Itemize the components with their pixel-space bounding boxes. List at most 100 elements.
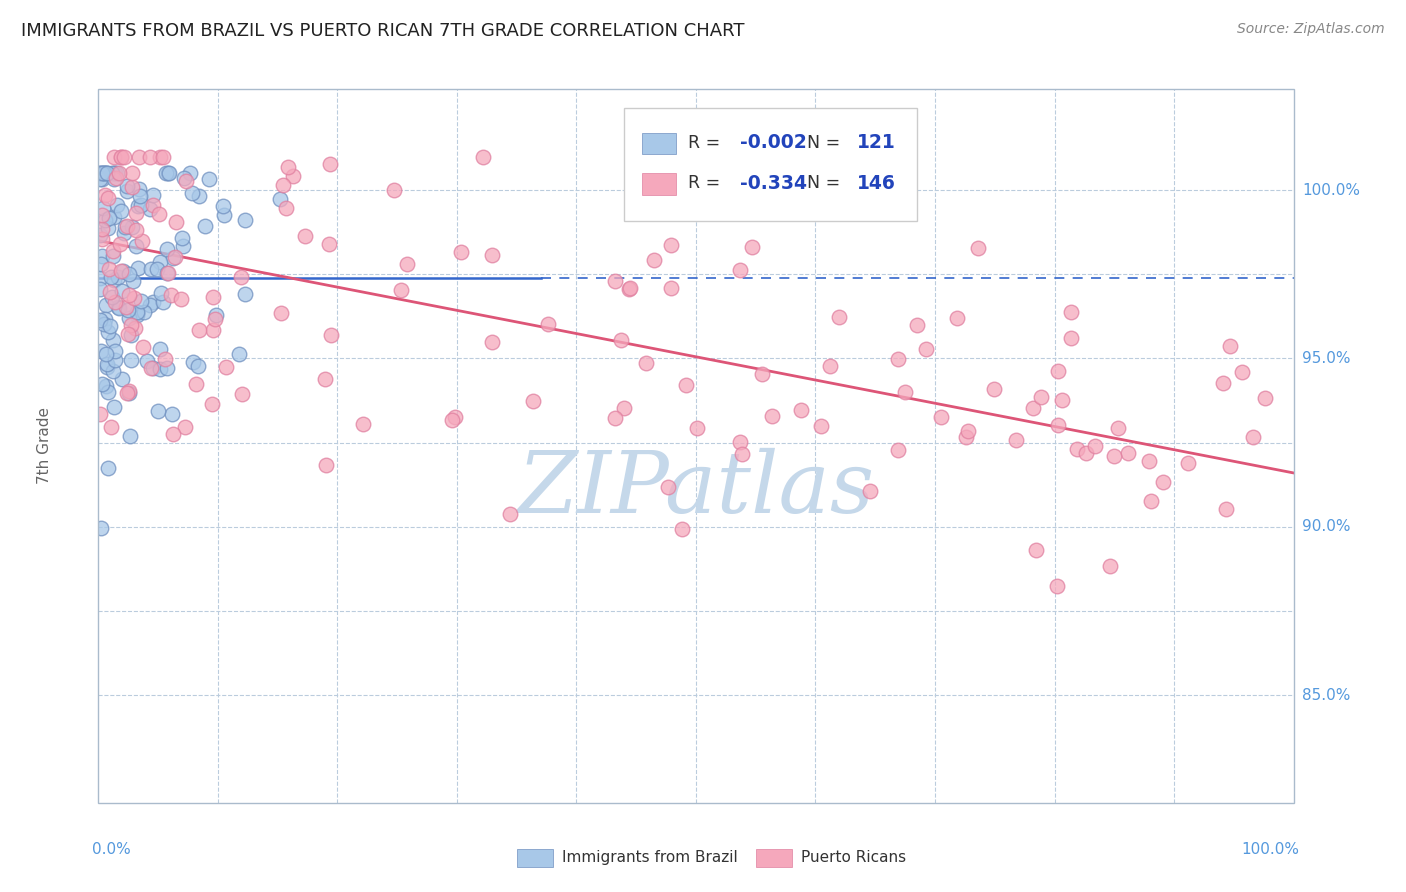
Text: 90.0%: 90.0%	[1302, 519, 1350, 534]
Point	[89, 271, 111, 285]
Point	[115, 300, 138, 314]
Point	[89, 166, 111, 180]
Text: 100.0%: 100.0%	[1302, 183, 1360, 198]
Point	[789, 402, 811, 417]
Point	[1139, 493, 1161, 508]
Text: 100.0%: 100.0%	[1241, 842, 1299, 857]
Text: N =: N =	[807, 134, 846, 152]
Point	[110, 149, 132, 163]
Point	[90, 377, 112, 392]
Point	[671, 522, 693, 536]
Point	[120, 318, 142, 332]
Point	[132, 305, 155, 319]
Point	[94, 298, 117, 312]
Point	[91, 222, 114, 236]
Point	[90, 208, 112, 222]
Point	[117, 310, 139, 325]
Point	[162, 251, 184, 265]
Point	[89, 313, 111, 327]
Point	[1102, 449, 1125, 463]
Point	[97, 385, 120, 400]
Point	[118, 267, 141, 281]
Point	[231, 270, 253, 285]
Point	[129, 197, 152, 211]
Point	[617, 282, 640, 296]
Point	[294, 229, 316, 244]
Text: IMMIGRANTS FROM BRAZIL VS PUERTO RICAN 7TH GRADE CORRELATION CHART: IMMIGRANTS FROM BRAZIL VS PUERTO RICAN 7…	[21, 22, 745, 40]
Point	[142, 188, 165, 202]
Point	[90, 257, 112, 271]
Point	[125, 206, 148, 220]
Point	[1215, 501, 1237, 516]
Text: 0.0%: 0.0%	[93, 842, 131, 857]
Point	[174, 174, 197, 188]
Point	[89, 282, 111, 296]
Point	[148, 207, 170, 221]
Point	[613, 401, 636, 416]
FancyBboxPatch shape	[756, 849, 792, 867]
Point	[1060, 305, 1083, 319]
Point	[135, 354, 157, 368]
Point	[444, 410, 467, 425]
Point	[395, 257, 418, 271]
Point	[103, 149, 125, 163]
Point	[89, 166, 111, 180]
Point	[149, 342, 172, 356]
Point	[1212, 376, 1234, 390]
Point	[94, 347, 117, 361]
Point	[1084, 439, 1107, 453]
Point	[686, 420, 709, 434]
Point	[201, 397, 224, 411]
Point	[610, 333, 633, 347]
Point	[1177, 456, 1199, 470]
Point	[128, 182, 150, 196]
Text: 146: 146	[858, 174, 896, 193]
Point	[156, 166, 179, 180]
Point	[156, 266, 179, 280]
Point	[731, 447, 754, 461]
Point	[214, 208, 236, 222]
Point	[983, 382, 1005, 396]
Point	[149, 254, 172, 268]
Point	[91, 166, 114, 180]
Point	[165, 251, 187, 265]
Point	[929, 409, 952, 424]
Point	[103, 172, 125, 186]
Point	[233, 287, 256, 301]
Point	[967, 241, 990, 255]
Point	[281, 169, 304, 184]
Point	[522, 394, 544, 409]
Point	[117, 326, 139, 341]
Point	[179, 166, 201, 180]
Point	[105, 198, 128, 212]
Point	[859, 484, 882, 499]
Point	[108, 301, 131, 316]
Point	[605, 274, 627, 288]
Point	[828, 310, 851, 324]
Point	[115, 184, 138, 198]
FancyBboxPatch shape	[643, 173, 676, 194]
Point	[905, 318, 928, 333]
Point	[139, 298, 162, 312]
Point	[187, 189, 209, 203]
Point	[181, 354, 204, 368]
Point	[96, 166, 118, 180]
Point	[148, 403, 170, 417]
Point	[156, 243, 179, 257]
Point	[128, 149, 150, 163]
Point	[659, 280, 682, 294]
Point	[101, 166, 124, 180]
Point	[89, 407, 111, 421]
Point	[636, 356, 658, 370]
Point	[155, 361, 177, 376]
Point	[142, 361, 165, 376]
Point	[605, 411, 627, 425]
Point	[675, 377, 697, 392]
Point	[127, 198, 149, 212]
Point	[172, 238, 194, 252]
Text: Immigrants from Brazil: Immigrants from Brazil	[562, 850, 738, 865]
Point	[129, 188, 152, 202]
Point	[159, 288, 181, 302]
Point	[1029, 390, 1052, 404]
Point	[104, 166, 127, 180]
